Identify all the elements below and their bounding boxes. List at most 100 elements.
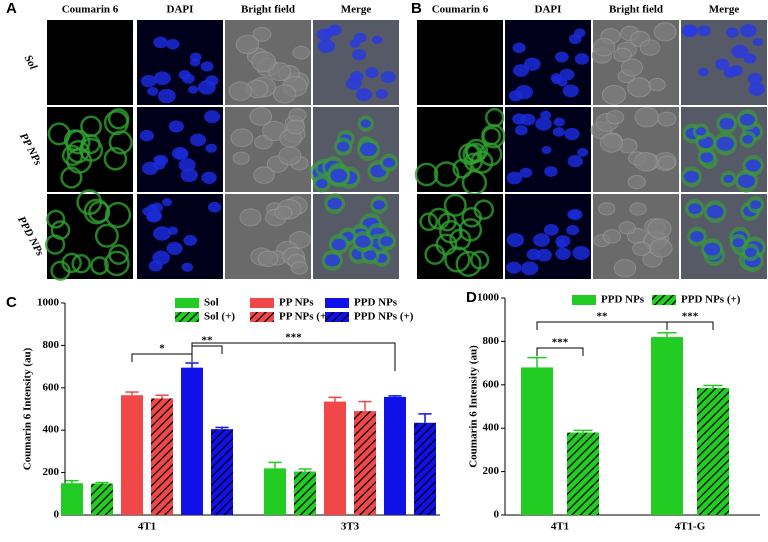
nucleus bbox=[739, 113, 755, 126]
x-tick-label: 4T1-G bbox=[675, 521, 706, 533]
cell-outline bbox=[634, 106, 660, 128]
nucleus bbox=[146, 210, 161, 223]
significance-bracket bbox=[191, 342, 396, 371]
nucleus bbox=[183, 234, 198, 246]
nucleus bbox=[512, 42, 526, 54]
cell-outline bbox=[273, 84, 297, 104]
nucleus bbox=[349, 39, 360, 48]
nucleus bbox=[552, 127, 565, 137]
nucleus bbox=[732, 238, 744, 248]
bar bbox=[651, 337, 683, 515]
panel-label: A bbox=[6, 0, 17, 17]
nucleus bbox=[153, 36, 168, 49]
legend-swatch bbox=[325, 312, 349, 322]
nucleus bbox=[744, 247, 757, 257]
cell-outline bbox=[649, 238, 673, 258]
nucleus bbox=[514, 85, 533, 100]
nucleus bbox=[506, 233, 525, 248]
cell-outline bbox=[592, 37, 616, 57]
bar bbox=[151, 398, 173, 515]
error-bar bbox=[185, 362, 199, 368]
nucleus bbox=[568, 209, 583, 221]
y-tick-label: 0 bbox=[54, 509, 60, 521]
nucleus bbox=[513, 64, 530, 77]
y-tick-label: 1000 bbox=[37, 297, 60, 309]
nucleus bbox=[150, 202, 164, 213]
cell-signal bbox=[419, 212, 439, 232]
cell-signal bbox=[443, 193, 467, 217]
nucleus bbox=[682, 24, 698, 37]
nucleus bbox=[205, 75, 219, 87]
column-header: Merge bbox=[341, 4, 372, 16]
panel-label: B bbox=[411, 0, 422, 17]
nucleus bbox=[541, 146, 552, 155]
cell-signal bbox=[481, 124, 506, 149]
significance-label: *** bbox=[552, 337, 569, 349]
error-bar bbox=[125, 391, 139, 396]
error-bar bbox=[388, 395, 402, 397]
cell-outline bbox=[613, 259, 637, 278]
nucleus bbox=[688, 203, 702, 215]
cell-signal bbox=[103, 147, 128, 171]
y-tick-label: 800 bbox=[43, 339, 60, 351]
cell-outline bbox=[599, 133, 624, 153]
cell-outline bbox=[629, 202, 647, 216]
cell-signal bbox=[46, 209, 66, 229]
bar bbox=[181, 367, 203, 515]
significance-label: ** bbox=[202, 335, 214, 347]
error-bar bbox=[155, 394, 169, 399]
nucleus bbox=[719, 117, 735, 130]
y-tick-label: 0 bbox=[494, 509, 500, 521]
cell-outline bbox=[290, 261, 309, 275]
cell-outline bbox=[634, 152, 658, 172]
cell-signal bbox=[94, 223, 119, 248]
legend-label: PPD NPs (+) bbox=[681, 294, 741, 306]
cell-outline bbox=[613, 47, 632, 63]
bar bbox=[264, 468, 286, 515]
nucleus bbox=[337, 141, 350, 152]
cell-signal bbox=[458, 218, 483, 242]
column-header: Bright field bbox=[609, 4, 663, 16]
nucleus bbox=[535, 117, 552, 131]
y-tick-label: 200 bbox=[43, 466, 60, 478]
cell-signal bbox=[455, 250, 482, 277]
nucleus bbox=[375, 89, 388, 99]
nucleus bbox=[683, 170, 699, 183]
cell-signal bbox=[83, 198, 110, 225]
nucleus bbox=[167, 226, 179, 235]
cell-signal bbox=[424, 243, 446, 265]
nucleus bbox=[566, 225, 580, 236]
nucleus bbox=[572, 246, 590, 261]
cell-outline bbox=[257, 250, 279, 267]
nucleus bbox=[317, 39, 336, 54]
nucleus bbox=[352, 49, 367, 61]
nucleus bbox=[364, 250, 377, 261]
nucleus bbox=[695, 127, 707, 136]
cell-outline bbox=[278, 146, 302, 166]
cell-outline bbox=[288, 108, 307, 123]
cell-outline bbox=[627, 174, 646, 190]
bar bbox=[324, 401, 346, 515]
nucleus bbox=[205, 143, 217, 153]
nucleus bbox=[148, 260, 163, 272]
cell-signal bbox=[76, 189, 103, 216]
cell-signal bbox=[61, 144, 84, 167]
legend-swatch bbox=[250, 298, 274, 308]
cell-outline bbox=[286, 119, 306, 135]
nucleus bbox=[740, 23, 757, 38]
cell-outline bbox=[620, 58, 644, 77]
nucleus bbox=[365, 67, 379, 79]
error-bar bbox=[703, 384, 723, 389]
nucleus bbox=[331, 238, 347, 251]
nucleus bbox=[729, 65, 743, 76]
nucleus bbox=[324, 28, 335, 37]
cell-signal bbox=[104, 201, 132, 229]
nucleus bbox=[355, 235, 371, 248]
error-bar bbox=[358, 400, 372, 412]
nucleus bbox=[355, 88, 373, 102]
y-tick-label: 1000 bbox=[477, 292, 500, 304]
x-tick-label: 4T1 bbox=[551, 521, 569, 533]
cell-signal bbox=[61, 252, 82, 274]
nucleus bbox=[555, 247, 571, 260]
nucleus bbox=[524, 57, 541, 71]
